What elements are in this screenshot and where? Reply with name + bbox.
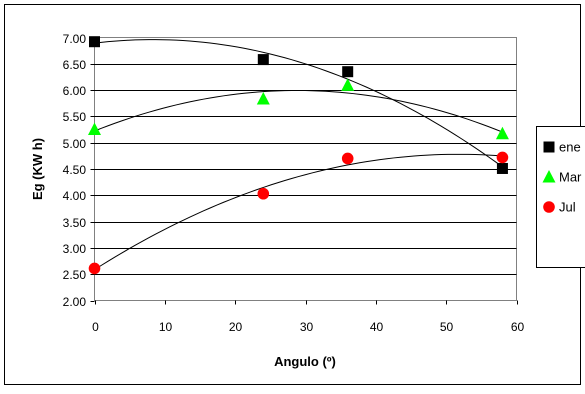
y-tick-label: 3.00 <box>63 242 87 256</box>
y-tick-label: 5.50 <box>63 110 87 124</box>
legend-marker-jul <box>543 201 555 213</box>
data-point-jul <box>342 153 354 165</box>
y-tick-label: 3.50 <box>63 216 87 230</box>
y-tick-label: 7.00 <box>63 32 87 46</box>
legend-label-ene: ene <box>559 140 581 155</box>
x-tick-label: 10 <box>159 320 173 334</box>
x-tick-label: 50 <box>440 320 454 334</box>
y-tick-label: 4.00 <box>63 189 87 203</box>
y-axis-title: Eg (KW h) <box>30 138 45 200</box>
y-tick-label: 2.00 <box>63 295 87 309</box>
x-tick-label: 30 <box>300 320 314 334</box>
data-point-ene <box>497 163 508 174</box>
data-point-jul <box>497 152 509 164</box>
y-tick-label: 6.50 <box>63 58 87 72</box>
x-tick-label: 40 <box>370 320 384 334</box>
y-tick-label: 6.00 <box>63 84 87 98</box>
legend-label-jul: Jul <box>559 200 576 215</box>
data-point-ene <box>258 54 269 65</box>
data-point-ene <box>342 66 353 77</box>
x-tick-label: 20 <box>229 320 243 334</box>
legend-marker-ene <box>544 142 555 153</box>
data-point-ene <box>89 36 100 47</box>
x-tick-label: 0 <box>92 320 99 334</box>
legend-label-mar: Mar <box>559 170 582 185</box>
y-tick-label: 4.50 <box>63 163 87 177</box>
y-tick-label: 5.00 <box>63 137 87 151</box>
data-point-jul <box>89 263 101 275</box>
x-axis-title: Angulo (º) <box>274 354 336 369</box>
x-tick-label: 60 <box>511 320 525 334</box>
y-tick-label: 2.50 <box>63 268 87 282</box>
data-point-jul <box>258 188 270 200</box>
